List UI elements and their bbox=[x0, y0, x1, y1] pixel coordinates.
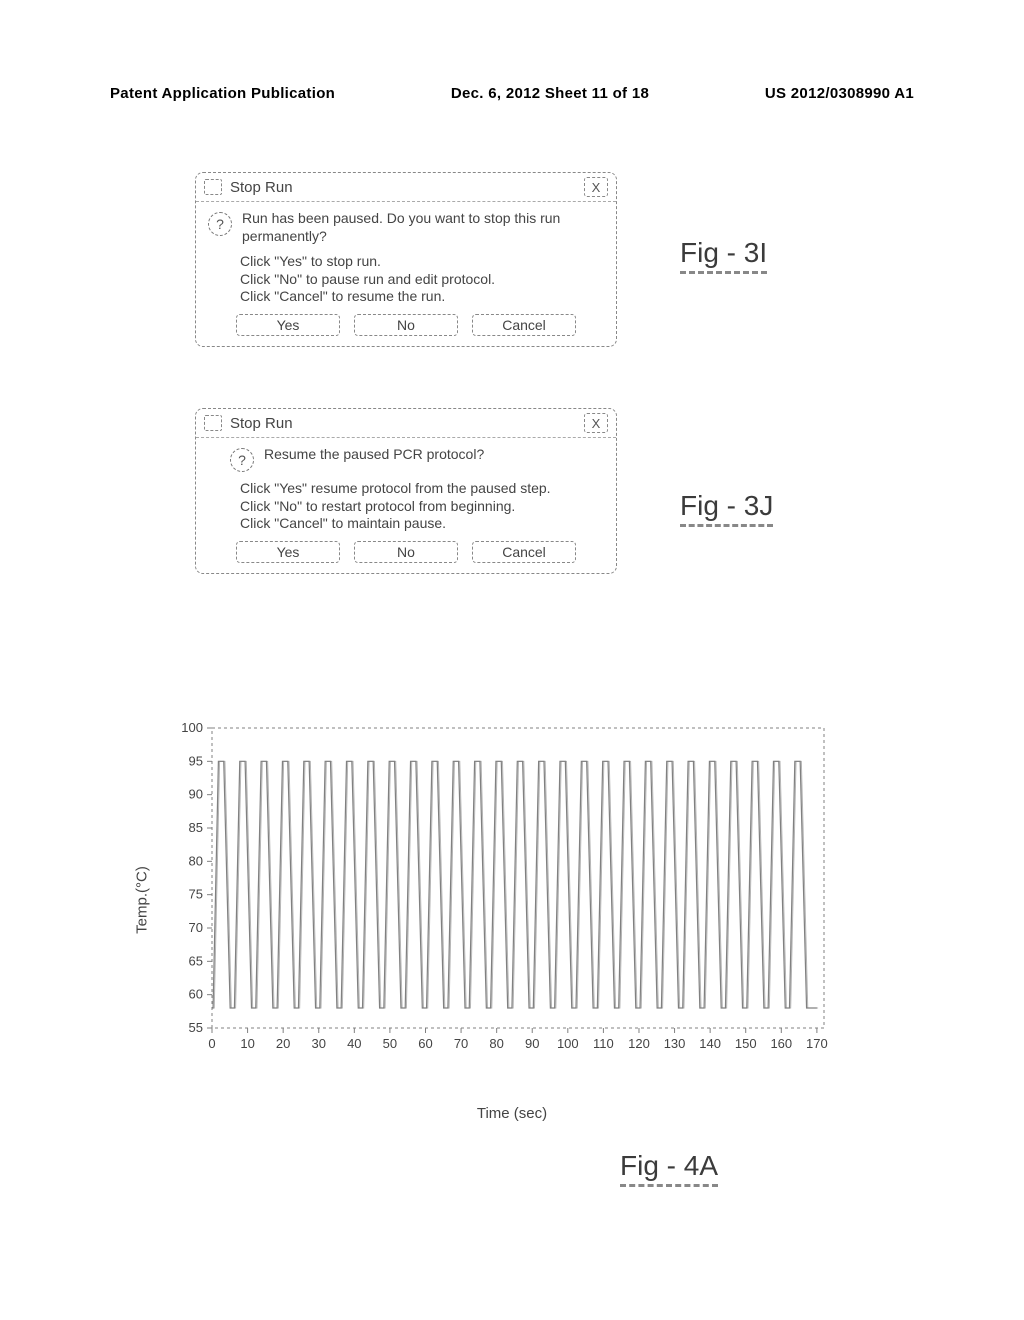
svg-text:60: 60 bbox=[418, 1036, 432, 1051]
chart-svg: 55 60 65 70 75 80 85 90 95 100 0 10 20 30 40 50 60 70 80 90… bbox=[160, 720, 840, 1080]
svg-text:90: 90 bbox=[525, 1036, 539, 1051]
svg-text:10: 10 bbox=[240, 1036, 254, 1051]
svg-text:150: 150 bbox=[735, 1036, 757, 1051]
svg-text:50: 50 bbox=[383, 1036, 397, 1051]
window-icon bbox=[204, 179, 222, 195]
svg-text:130: 130 bbox=[664, 1036, 686, 1051]
figure-label-4a: Fig - 4A bbox=[620, 1150, 718, 1187]
temperature-chart: Temp.(°C) 556065707580859095100010203040… bbox=[160, 720, 840, 1080]
svg-text:95: 95 bbox=[189, 753, 203, 768]
svg-text:70: 70 bbox=[454, 1036, 468, 1051]
button-row: Yes No Cancel bbox=[208, 541, 604, 563]
dialog-stop-run-1: Stop Run X ? Run has been paused. Do you… bbox=[195, 172, 617, 347]
close-icon[interactable]: X bbox=[584, 413, 608, 433]
dialog-title: Stop Run bbox=[230, 179, 293, 196]
svg-text:65: 65 bbox=[189, 953, 203, 968]
figure-label-3i: Fig - 3I bbox=[680, 237, 767, 274]
svg-text:30: 30 bbox=[312, 1036, 326, 1051]
svg-text:100: 100 bbox=[557, 1036, 579, 1051]
close-icon[interactable]: X bbox=[584, 177, 608, 197]
svg-text:90: 90 bbox=[189, 787, 203, 802]
button-row: Yes No Cancel bbox=[208, 314, 604, 336]
page-header: Patent Application Publication Dec. 6, 2… bbox=[110, 85, 914, 102]
svg-text:110: 110 bbox=[593, 1036, 614, 1051]
dialog-titlebar: Stop Run X bbox=[196, 173, 616, 202]
x-axis-label: Time (sec) bbox=[0, 1105, 1024, 1122]
dialog-title: Stop Run bbox=[230, 415, 293, 432]
svg-text:55: 55 bbox=[189, 1020, 203, 1035]
header-right: US 2012/0308990 A1 bbox=[765, 85, 914, 102]
svg-text:170: 170 bbox=[806, 1036, 828, 1051]
svg-text:140: 140 bbox=[699, 1036, 721, 1051]
svg-text:0: 0 bbox=[208, 1036, 215, 1051]
figure-label-3j: Fig - 3J bbox=[680, 490, 773, 527]
y-axis-label: Temp.(°C) bbox=[133, 866, 150, 934]
yes-button[interactable]: Yes bbox=[236, 314, 340, 336]
dialog-message: Resume the paused PCR protocol? bbox=[264, 446, 484, 464]
svg-text:160: 160 bbox=[770, 1036, 792, 1051]
svg-text:85: 85 bbox=[189, 820, 203, 835]
svg-text:20: 20 bbox=[276, 1036, 290, 1051]
svg-text:70: 70 bbox=[189, 920, 203, 935]
yes-button[interactable]: Yes bbox=[236, 541, 340, 563]
svg-text:100: 100 bbox=[181, 720, 203, 735]
no-button[interactable]: No bbox=[354, 541, 458, 563]
dialog-titlebar: Stop Run X bbox=[196, 409, 616, 438]
question-icon: ? bbox=[230, 448, 254, 472]
svg-text:120: 120 bbox=[628, 1036, 650, 1051]
cancel-button[interactable]: Cancel bbox=[472, 541, 576, 563]
cancel-button[interactable]: Cancel bbox=[472, 314, 576, 336]
header-center: Dec. 6, 2012 Sheet 11 of 18 bbox=[451, 85, 649, 102]
svg-text:80: 80 bbox=[489, 1036, 503, 1051]
dialog-stop-run-2: Stop Run X ? Resume the paused PCR proto… bbox=[195, 408, 617, 574]
svg-text:75: 75 bbox=[189, 887, 203, 902]
header-left: Patent Application Publication bbox=[110, 85, 335, 102]
dialog-message: Run has been paused. Do you want to stop… bbox=[242, 210, 604, 245]
dialog-instructions: Click "Yes" to stop run. Click "No" to p… bbox=[240, 253, 495, 306]
window-icon bbox=[204, 415, 222, 431]
svg-text:60: 60 bbox=[189, 987, 203, 1002]
svg-text:40: 40 bbox=[347, 1036, 361, 1051]
svg-text:80: 80 bbox=[189, 853, 203, 868]
question-icon: ? bbox=[208, 212, 232, 236]
dialog-instructions: Click "Yes" resume protocol from the pau… bbox=[240, 480, 551, 533]
no-button[interactable]: No bbox=[354, 314, 458, 336]
